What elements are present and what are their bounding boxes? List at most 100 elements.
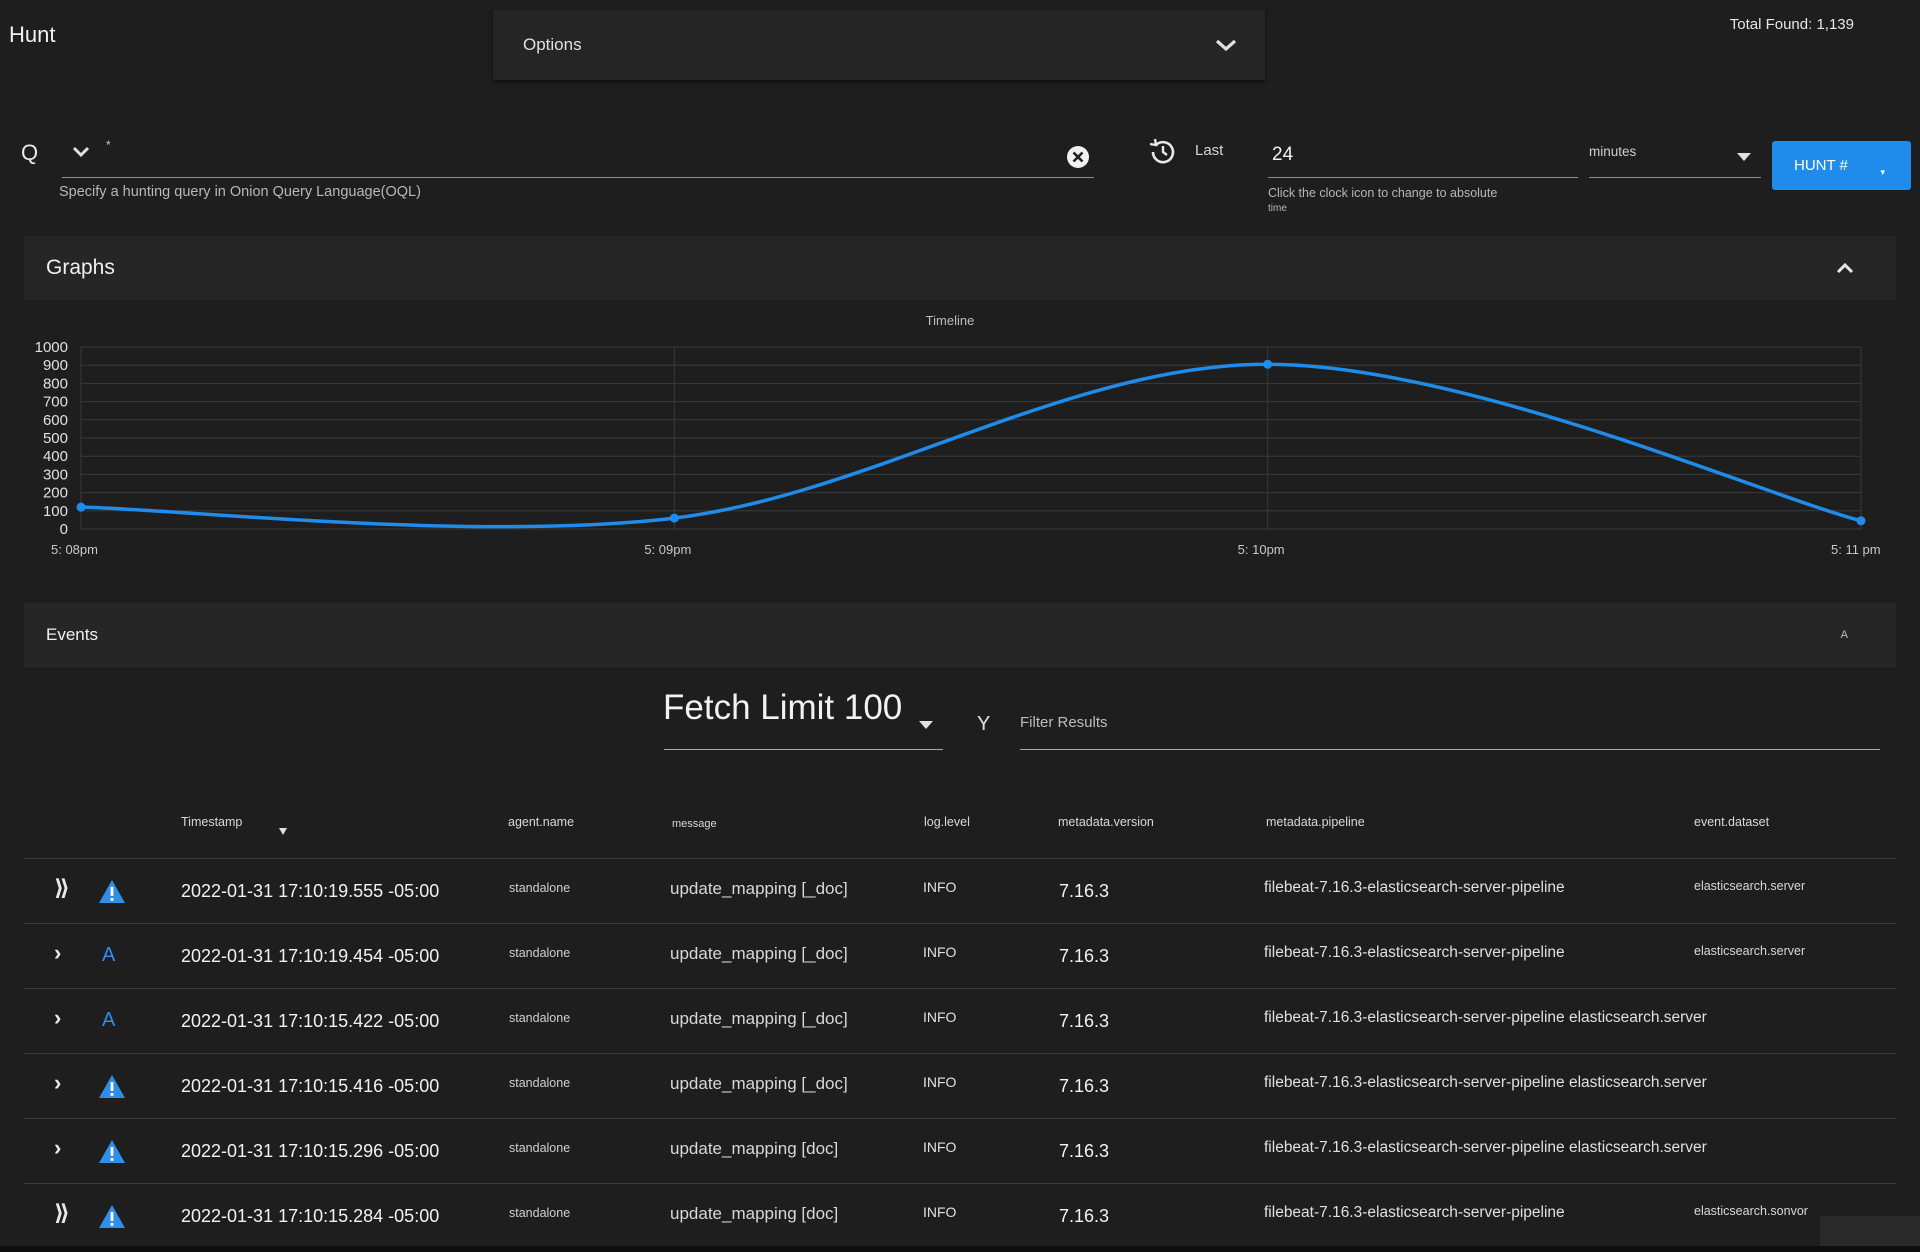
cell-agent-name[interactable]: standalone [509,946,571,960]
cell-log-level[interactable]: INFO [923,1204,957,1220]
cell-metadata-pipeline[interactable]: filebeat-7.16.3-elasticsearch-server-pip… [1264,879,1565,896]
cell-metadata-version[interactable]: 7.16.3 [1059,1011,1110,1031]
table-header-divider [24,858,1896,859]
cell-log-level[interactable]: INFO [923,1074,957,1090]
cell-agent-name[interactable]: standalone [509,1141,571,1155]
sort-desc-icon[interactable] [278,826,288,836]
options-panel[interactable]: Options [493,10,1265,80]
cell-event-dataset[interactable]: elasticsearch.server [1694,879,1806,893]
cell-message[interactable]: update_mapping [_doc] [670,1074,848,1093]
time-unit-select[interactable] [1589,138,1761,178]
caret-down-icon[interactable] [1736,152,1752,162]
history-clock-icon[interactable] [1147,138,1177,166]
cell-message[interactable]: update_mapping [_doc] [670,1009,848,1028]
table-row[interactable]: ⟫ 2022-01-31 17:10:19.555 -05:00 standalon… [24,859,1896,924]
chart-x-tick-label: 5: 09pm [644,542,691,557]
expand-row-icon[interactable]: › [54,1070,62,1095]
cell-timestamp[interactable]: 2022-01-31 17:10:15.422 -05:00 [181,1011,440,1031]
cell-metadata-version[interactable]: 7.16.3 [1059,946,1110,966]
table-row[interactable]: › A 2022-01-31 17:10:15.422 -05:00 standalo… [24,989,1896,1054]
cell-agent-name[interactable]: standalone [509,1206,571,1220]
chart-x-tick-label: 5: 08pm [51,542,98,557]
cell-log-level[interactable]: INFO [923,1139,957,1155]
clear-query-icon[interactable] [1065,144,1091,170]
expand-row-icon[interactable]: › [54,1005,62,1030]
warning-icon [98,1204,126,1234]
time-hint: Click the clock icon to change to absolu… [1268,184,1568,216]
hunt-button-label: HUNT # [1794,157,1848,174]
cell-timestamp[interactable]: 2022-01-31 17:10:19.555 -05:00 [181,881,440,901]
chevron-up-icon[interactable] [1836,262,1854,274]
expand-row-icon[interactable]: › [54,940,62,965]
hunt-dropdown-caret-icon[interactable]: ▾ [1880,167,1885,177]
hunt-button[interactable]: HUNT # ▾ [1772,141,1911,190]
table-row[interactable]: › 2022-01-31 17:10:15.416 -05:00 standalon… [24,1054,1896,1119]
chart-y-tick-label: 1000 [35,339,68,356]
cell-metadata-version[interactable]: 7.16.3 [1059,881,1110,901]
cell-metadata-version[interactable]: 7.16.3 [1059,1076,1110,1096]
col-header-agent-name[interactable]: agent.name [508,815,575,829]
warning-icon [98,1074,126,1104]
cell-message[interactable]: update_mapping [_doc] [670,879,848,898]
cell-metadata-pipeline[interactable]: filebeat-7.16.3-elasticsearch-server-pip… [1264,1139,1707,1156]
cell-log-level[interactable]: INFO [923,944,957,960]
cell-agent-name[interactable]: standalone [509,1011,571,1025]
relative-time-input[interactable] [1268,138,1578,178]
cell-event-dataset[interactable]: elasticsearch.sonvor [1694,1204,1808,1218]
table-row[interactable]: › A 2022-01-31 17:10:19.454 -05:00 standalo… [24,924,1896,989]
col-header-message[interactable]: message [672,818,717,830]
cell-log-level[interactable]: INFO [923,1009,957,1025]
cell-timestamp[interactable]: 2022-01-31 17:10:19.454 -05:00 [181,946,440,966]
chart-y-tick-label: 0 [60,521,68,538]
cell-timestamp[interactable]: 2022-01-31 17:10:15.284 -05:00 [181,1206,440,1226]
cell-message[interactable]: update_mapping [doc] [670,1139,839,1158]
query-prefix-label: Q [21,140,39,165]
cell-event-dataset[interactable]: elasticsearch.server [1694,944,1806,958]
table-row[interactable]: ⟫ 2022-01-31 17:10:15.284 -05:00 standalon… [24,1184,1896,1249]
query-history-chevron-icon[interactable] [72,146,90,158]
col-header-metadata-version[interactable]: metadata.version [1058,815,1154,829]
warning-icon [98,879,126,909]
table-row[interactable]: › 2022-01-31 17:10:15.296 -05:00 standalon… [24,1119,1896,1184]
query-input[interactable] [62,138,1094,178]
expand-row-icon[interactable]: ⟫ [54,1200,70,1225]
total-found: Total Found: 1,139 [1729,16,1854,33]
events-table-body: ⟫ 2022-01-31 17:10:19.555 -05:00 standalon… [24,859,1896,1249]
page-title: Hunt [9,22,56,47]
cell-timestamp[interactable]: 2022-01-31 17:10:15.296 -05:00 [181,1141,440,1161]
cell-message[interactable]: update_mapping [doc] [670,1204,839,1223]
cell-metadata-pipeline[interactable]: filebeat-7.16.3-elasticsearch-server-pip… [1264,1204,1565,1221]
cell-log-level[interactable]: INFO [923,879,957,895]
expand-row-icon[interactable]: ⟫ [54,875,70,900]
cell-message[interactable]: update_mapping [_doc] [670,944,848,963]
caret-down-icon[interactable] [918,720,934,730]
col-header-log-level[interactable]: log.level [924,815,970,829]
col-header-timestamp[interactable]: Timestamp [181,815,243,829]
filter-results-input[interactable] [1020,700,1880,750]
events-panel-header[interactable]: Events A [24,603,1896,667]
filter-results-placeholder: Filter Results [1020,714,1108,731]
col-header-metadata-pipeline[interactable]: metadata.pipeline [1266,815,1365,829]
cell-metadata-version[interactable]: 7.16.3 [1059,1206,1110,1226]
last-label: Last [1195,142,1224,159]
events-collapse-icon[interactable]: A [1840,629,1848,641]
chevron-down-icon[interactable] [1215,38,1237,52]
cell-timestamp[interactable]: 2022-01-31 17:10:15.416 -05:00 [181,1076,440,1096]
col-header-event-dataset[interactable]: event.dataset [1694,815,1770,829]
expand-row-icon[interactable]: › [54,1135,62,1160]
cell-metadata-pipeline[interactable]: filebeat-7.16.3-elasticsearch-server-pip… [1264,1074,1707,1091]
warning-icon [98,1139,126,1169]
cell-metadata-pipeline[interactable]: filebeat-7.16.3-elasticsearch-server-pip… [1264,944,1565,961]
chart-y-tick-label: 600 [43,412,68,429]
chart-x-tick-label: 5: 10pm [1238,542,1285,557]
cell-agent-name[interactable]: standalone [509,881,571,895]
chart-y-tick-label: 200 [43,485,68,502]
graphs-panel-header[interactable]: Graphs [24,236,1896,300]
cell-metadata-pipeline[interactable]: filebeat-7.16.3-elasticsearch-server-pip… [1264,1009,1707,1026]
time-hint-text: Click the clock icon to change to absolu… [1268,186,1498,200]
cell-metadata-version[interactable]: 7.16.3 [1059,1141,1110,1161]
cell-agent-name[interactable]: standalone [509,1076,571,1090]
fetch-limit-select[interactable] [664,684,943,750]
